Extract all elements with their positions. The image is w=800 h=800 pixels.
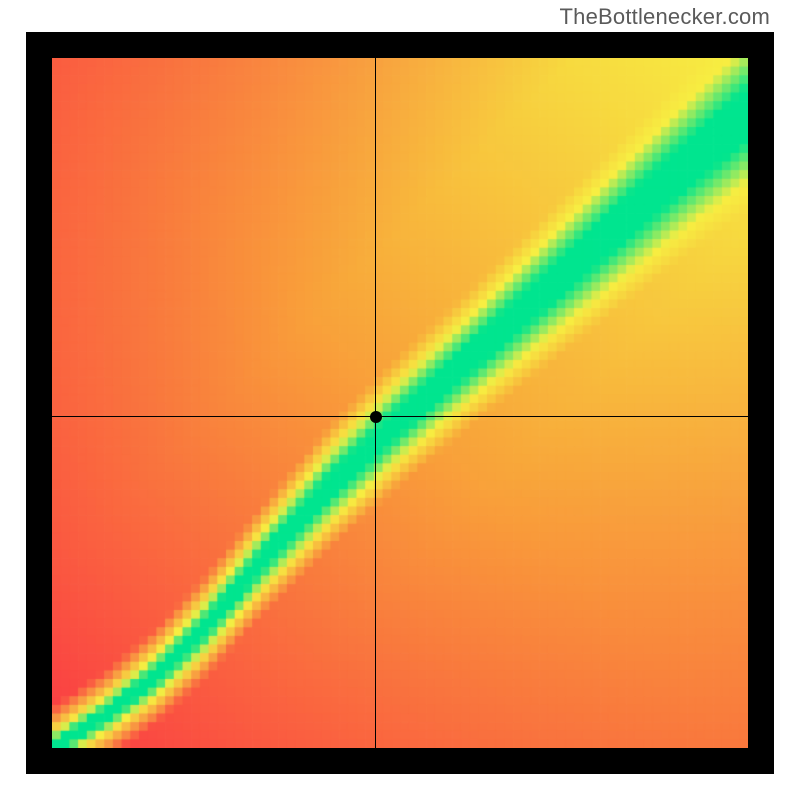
heatmap-canvas (52, 58, 748, 748)
crosshair-vertical (375, 58, 376, 748)
crosshair-marker (370, 411, 382, 423)
crosshair-horizontal (52, 416, 748, 417)
frame-border-left (26, 32, 52, 774)
frame-border-bottom (26, 748, 774, 774)
watermark-text: TheBottlenecker.com (560, 4, 770, 30)
frame-border-right (748, 32, 774, 774)
frame-border-top (26, 32, 774, 58)
